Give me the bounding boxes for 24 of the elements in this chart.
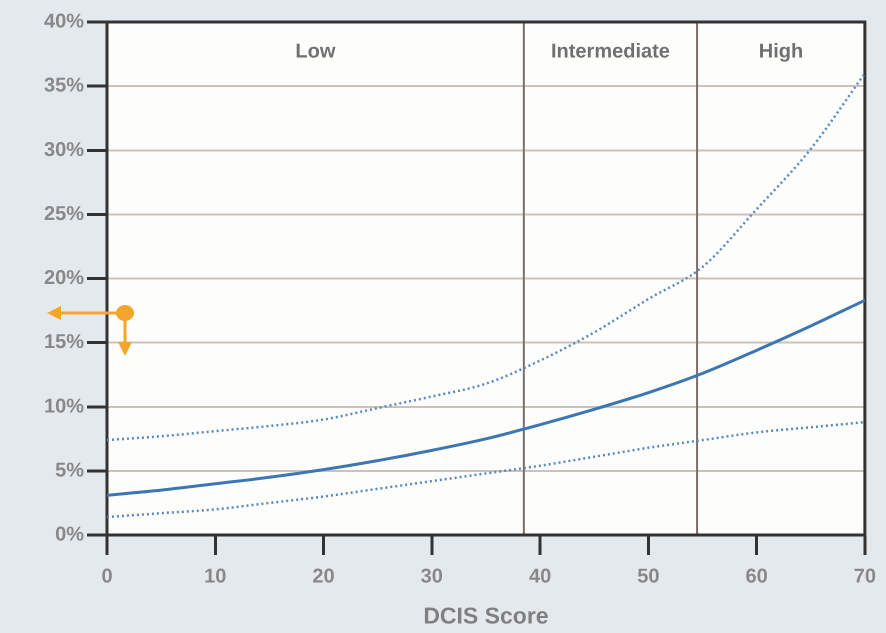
annotation: Intermediate bbox=[550, 40, 670, 63]
x-tick-label: 50 bbox=[637, 566, 660, 588]
annotation: High bbox=[758, 40, 804, 63]
line-series bbox=[107, 72, 865, 442]
y-tick-label: 30% bbox=[44, 138, 84, 161]
x-tick-label: 30 bbox=[420, 566, 443, 588]
x-tick-label: 60 bbox=[745, 566, 768, 588]
y-tick-label: 0% bbox=[55, 524, 84, 546]
x-tick-label: 0 bbox=[101, 566, 113, 588]
y-tick-label: 10% bbox=[44, 395, 84, 418]
annotation: Low bbox=[295, 40, 336, 63]
x-tick-label: 70 bbox=[854, 566, 876, 588]
y-tick-label: 35% bbox=[44, 74, 84, 97]
line-series bbox=[107, 420, 865, 518]
y-tick-label: 5% bbox=[55, 459, 84, 482]
y-tick-label: 15% bbox=[44, 331, 84, 354]
y-tick-label: 40% bbox=[44, 10, 84, 33]
x-axis-title: DCIS Score bbox=[423, 602, 549, 629]
y-tick-label: 20% bbox=[44, 267, 84, 290]
x-tick-label: 40 bbox=[528, 566, 552, 588]
x-tick-label: 10 bbox=[204, 566, 226, 588]
line-series bbox=[107, 298, 865, 497]
y-tick-label: 25% bbox=[44, 202, 84, 225]
x-tick-label: 20 bbox=[312, 566, 335, 588]
